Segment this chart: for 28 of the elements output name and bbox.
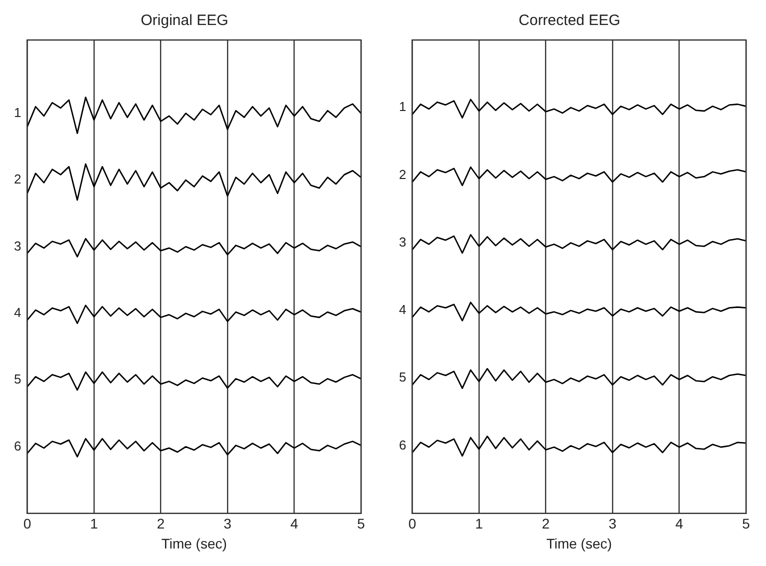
y-tick-label: 1	[14, 104, 22, 120]
x-tick-label: 1	[90, 516, 98, 532]
x-tick-label: 2	[156, 516, 165, 532]
x-tick-label: 4	[290, 516, 298, 532]
y-tick-label: 4	[398, 302, 406, 318]
y-tick-label: 6	[14, 438, 22, 454]
chart-title: Original EEG	[140, 12, 228, 30]
x-tick-label: 0	[23, 516, 32, 532]
x-tick-label: 2	[542, 516, 550, 532]
y-tick-label: 1	[398, 99, 406, 114]
y-tick-label: 4	[14, 304, 22, 320]
y-tick-label: 6	[398, 437, 406, 452]
y-tick-label: 3	[14, 238, 22, 254]
y-tick-label: 2	[14, 172, 22, 187]
x-tick-label: 4	[675, 516, 684, 532]
y-tick-label: 5	[14, 372, 22, 387]
x-tick-label: 3	[224, 516, 232, 532]
x-axis-title: Time (sec)	[161, 535, 227, 552]
x-tick-label: 5	[357, 516, 366, 532]
x-tick-label: 3	[608, 516, 617, 532]
x-tick-label: 5	[742, 516, 750, 532]
y-tick-label: 2	[398, 166, 406, 182]
y-tick-label: 5	[398, 370, 406, 385]
chart-title: Corrected EEG	[518, 12, 620, 30]
x-tick-label: 0	[408, 516, 416, 532]
y-tick-label: 3	[398, 234, 406, 250]
x-tick-label: 1	[475, 516, 484, 532]
x-axis-title: Time (sec)	[546, 535, 612, 552]
